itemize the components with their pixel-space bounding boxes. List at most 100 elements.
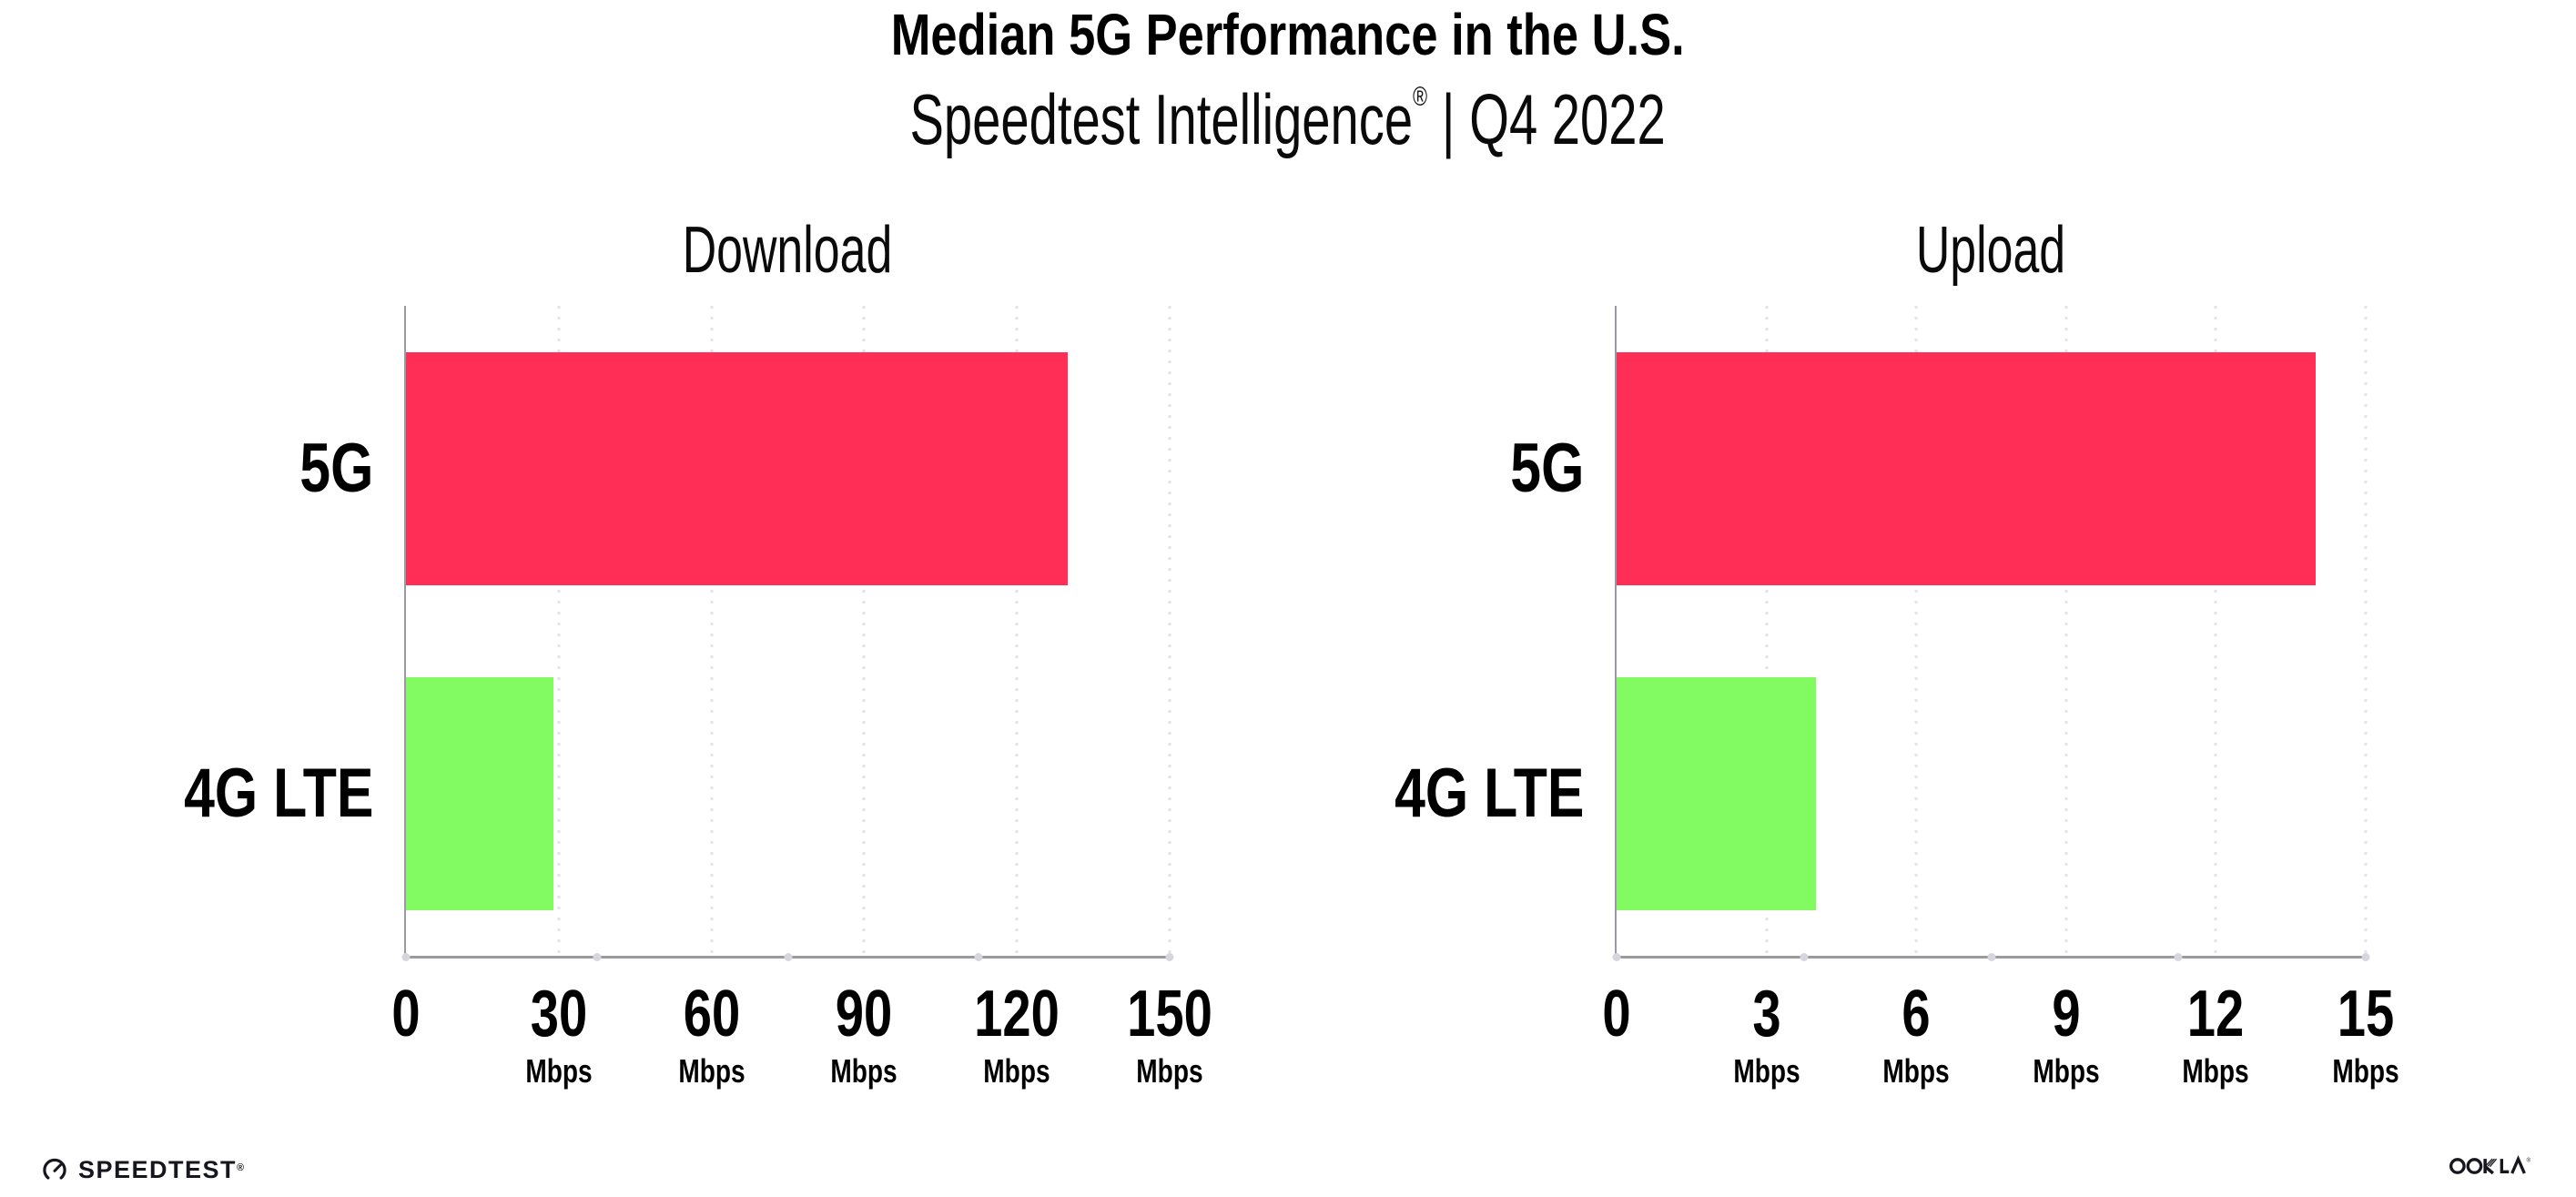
x-tick-value: 15 [2323,981,2409,1047]
x-axis-tick-dot [401,953,411,961]
category-label-5g: 5G [1492,419,1584,519]
x-tick-unit: Mbps [2023,1052,2109,1090]
x-tick-unit: Mbps [669,1052,755,1090]
upload-chart-title: Upload [1886,217,2094,284]
x-tick-value: 30 [516,981,602,1047]
gridline-15 [2364,306,2368,956]
x-tick-unit-text: Mbps [2033,1052,2100,1090]
gridline-60 [710,306,714,956]
x-tick-value: 60 [669,981,755,1047]
download-chart-title-text: Download [682,214,892,287]
x-tick-90: 90 Mbps [821,981,907,1090]
x-axis-tick-dot [2361,953,2370,961]
page-subtitle-text: Speedtest Intelligence® | Q4 2022 [910,80,1666,158]
x-tick-3: 3 Mbps [1724,981,1810,1090]
x-tick-unit: Mbps [821,1052,907,1090]
x-tick-unit: Mbps [2323,1052,2409,1090]
page-subtitle: Speedtest Intelligence® | Q4 2022 [0,80,2576,158]
speedtest-gauge-icon [43,1158,66,1180]
x-tick-unit-text: Mbps [2332,1052,2399,1090]
gridline-150 [1168,306,1171,956]
x-tick-unit-text: Mbps [1732,1052,1800,1090]
x-tick-value-text: 6 [1902,978,1931,1050]
x-tick-value: 3 [1724,981,1810,1047]
x-tick-unit: Mbps [1115,1052,1224,1090]
bar-5g [406,351,1069,585]
category-label-text-4g-lte: 4G LTE [183,755,373,832]
x-tick-0: 0 [1598,981,1635,1047]
x-tick-unit-text: Mbps [830,1052,898,1090]
x-axis-tick-dot [1612,953,1621,961]
category-label-4g-lte: 4G LTE [1347,744,1584,844]
x-axis-tick-labels: 0 3 Mbps 6 Mbps 9 Mbps 12 Mbps 15 Mbps [1602,981,2399,1127]
speedtest-wordmark-text: SPEEDTEST [78,1156,238,1183]
category-label-text-5g: 5G [1509,430,1584,507]
x-tick-value-text: 30 [530,978,588,1050]
x-tick-9: 9 Mbps [2023,981,2109,1090]
upload-chart-title-text: Upload [1915,214,2065,287]
x-tick-unit: Mbps [2173,1052,2258,1090]
x-tick-value-text: 0 [1602,978,1631,1050]
x-tick-value: 120 [962,981,1071,1047]
gridline-90 [862,306,866,956]
speedtest-wordmark: SPEEDTEST® [78,1156,246,1183]
x-axis-tick-dot [1987,953,1995,961]
x-tick-unit-text: Mbps [677,1052,745,1090]
x-axis-tick-dot [2174,953,2183,961]
x-axis-tick-dot [593,953,602,961]
x-tick-150: 150 Mbps [1115,981,1224,1090]
ookla-logo: ® [2449,1149,2540,1182]
x-tick-unit-text: Mbps [983,1052,1050,1090]
x-tick-value: 0 [1598,981,1635,1047]
x-tick-value-text: 0 [391,978,421,1050]
x-axis-tick-dot [974,953,983,961]
x-tick-value-text: 12 [2187,978,2245,1050]
registered-mark: ® [1413,82,1428,112]
upload-plot-area: 5G 4G LTE 0 3 Mbps 6 Mbps 9 Mbps 12 Mbps 15 Mbps [1394,306,2399,1090]
x-tick-value-text: 90 [836,978,893,1050]
x-tick-unit: Mbps [1873,1052,1959,1090]
gridline-9 [2064,306,2068,956]
upload-chart: Upload 5G 4G LTE 0 3 Mbps 6 Mbps 9 Mbps 12 Mbps 15 M… [1394,217,2399,1090]
x-axis-tick-dot [784,953,792,961]
x-tick-value: 0 [388,981,424,1047]
x-tick-value: 9 [2023,981,2109,1047]
download-chart: Download 5G 4G LTE 0 30 Mbps 60 Mbps 90 Mbps 120 M… [184,217,1212,1090]
x-tick-value-text: 15 [2337,978,2395,1050]
category-label-text-4g-lte: 4G LTE [1394,755,1584,832]
x-tick-120: 120 Mbps [962,981,1071,1090]
x-tick-unit: Mbps [516,1052,602,1090]
speedtest-logo: SPEEDTEST® [40,1155,246,1184]
bar-4g-lte [406,676,554,910]
x-tick-value: 12 [2173,981,2258,1047]
gridline-30 [557,306,561,956]
category-label-4g-lte: 4G LTE [137,744,373,844]
ookla-registered-mark: ® [2527,1157,2531,1163]
speedtest-registered-mark: ® [237,1162,246,1173]
x-tick-value-text: 9 [2052,978,2081,1050]
x-tick-unit: Mbps [962,1052,1071,1090]
x-tick-value-text: 120 [974,978,1060,1050]
subtitle-period: Q4 2022 [1469,79,1667,159]
bar-4g-lte [1617,676,1817,910]
download-plot-area: 5G 4G LTE 0 30 Mbps 60 Mbps 90 Mbps 120 Mbps 150 Mbp… [184,306,1212,1090]
gridline-6 [1914,306,1918,956]
x-tick-15: 15 Mbps [2323,981,2409,1090]
x-axis-tick-dot [1165,953,1174,961]
x-tick-unit-text: Mbps [1136,1052,1203,1090]
x-tick-value: 6 [1873,981,1959,1047]
x-tick-unit: Mbps [1724,1052,1810,1090]
gridline-3 [1765,306,1769,956]
x-tick-value-text: 150 [1127,978,1212,1050]
x-tick-value-text: 60 [683,978,740,1050]
x-tick-6: 6 Mbps [1873,981,1959,1090]
x-tick-60: 60 Mbps [669,981,755,1090]
download-chart-title: Download [641,217,932,284]
x-tick-12: 12 Mbps [2173,981,2258,1090]
x-tick-0: 0 [388,981,424,1047]
bar-5g [1617,351,2317,585]
x-tick-value-text: 3 [1751,978,1781,1050]
ookla-wordmark-icon: ® [2449,1155,2531,1175]
page-title: Median 5G Performance in the U.S. [0,4,2576,66]
